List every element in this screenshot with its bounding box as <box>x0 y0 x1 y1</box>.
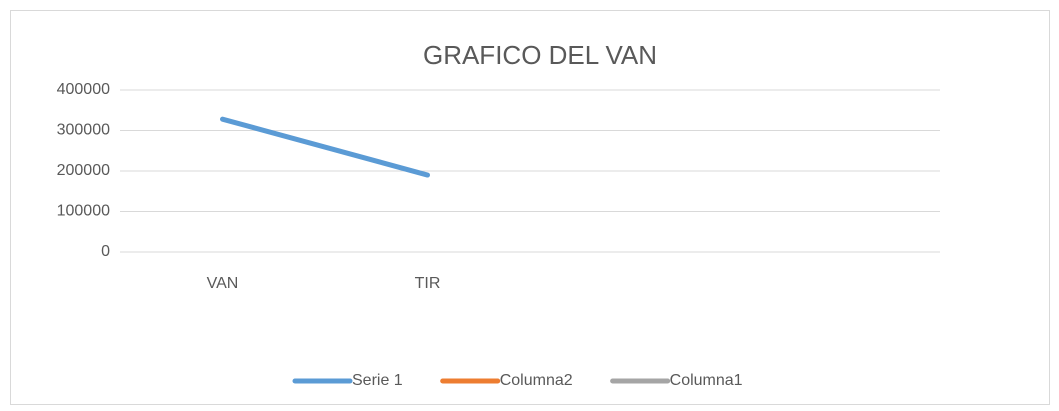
legend-label: Columna1 <box>670 372 743 389</box>
y-tick-label: 100000 <box>57 203 110 220</box>
chart-frame <box>10 10 1050 405</box>
data-line <box>220 116 430 178</box>
x-tick-label: VAN <box>207 275 239 292</box>
chart-title: GRAFICO DEL VAN <box>423 40 657 70</box>
y-tick-label: 200000 <box>57 162 110 179</box>
legend-label: Columna2 <box>500 372 573 389</box>
y-tick-label: 300000 <box>57 122 110 139</box>
y-tick-label: 400000 <box>57 81 110 98</box>
y-tick-label: 0 <box>101 243 110 260</box>
x-tick-label: TIR <box>415 275 441 292</box>
legend-label: Serie 1 <box>352 372 403 389</box>
